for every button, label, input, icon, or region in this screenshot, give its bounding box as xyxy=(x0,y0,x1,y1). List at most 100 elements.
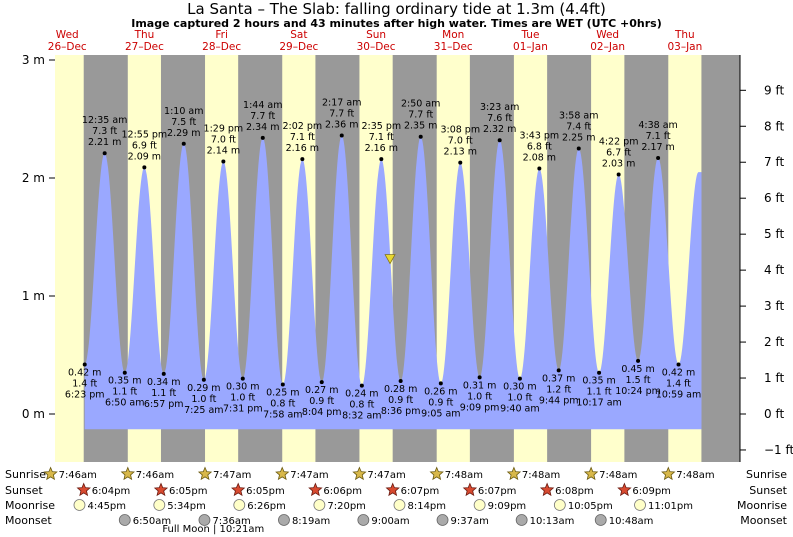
sunrise-time: 7:48am xyxy=(522,470,560,481)
moonrise-icon xyxy=(473,499,486,511)
row-label-sunrise-right: Sunrise xyxy=(746,468,787,481)
tide-label-ft: 7.1 ft xyxy=(369,132,394,143)
tide-label-ft: 7.7 ft xyxy=(250,111,275,122)
tide-label-ft: 1.0 ft xyxy=(230,393,255,404)
tide-point xyxy=(438,381,443,386)
tide-label-m: 0.29 m xyxy=(187,383,220,394)
tide-label-ft: 7.3 ft xyxy=(92,126,117,137)
sunrise-icon xyxy=(661,466,676,481)
tide-label-time: 3:08 pm xyxy=(440,125,480,136)
day-label-date: 01–Jan xyxy=(513,41,548,53)
tide-label-ft: 7.7 ft xyxy=(408,110,433,121)
tide-label-ft: 7.0 ft xyxy=(448,136,473,147)
sunset-icon xyxy=(153,482,169,497)
tide-point xyxy=(676,362,681,367)
tide-point xyxy=(418,134,423,139)
day-label-date: 02–Jan xyxy=(590,41,625,53)
tide-label-m: 2.25 m xyxy=(562,133,595,144)
tide-label-ft: 7.4 ft xyxy=(566,122,591,133)
tide-label-time: 3:58 am xyxy=(559,111,598,122)
tide-label-time: 7:25 am xyxy=(184,405,223,416)
day-label-dow: Thu xyxy=(134,29,155,41)
sunrise-time: 7:47am xyxy=(213,470,251,481)
sunset-time: 6:07pm xyxy=(401,486,440,497)
tide-label-m: 2.16 m xyxy=(286,143,319,154)
moonrise-time: 8:14pm xyxy=(407,501,446,512)
tide-label-m: 2.09 m xyxy=(128,151,161,162)
tide-point xyxy=(339,133,344,138)
moonrise-icon xyxy=(153,499,166,511)
y-left-tick-label: 1 m xyxy=(22,289,45,303)
tide-point xyxy=(181,141,186,146)
day-labels: Wed26–DecThu27–DecFri28–DecSat29–DecSun3… xyxy=(48,29,702,53)
tide-label-time: 6:23 pm xyxy=(65,389,105,400)
sunset-icon xyxy=(539,482,555,497)
current-tide-marker xyxy=(384,254,396,265)
tide-label-ft: 1.0 ft xyxy=(467,391,492,402)
tide-point xyxy=(576,146,581,151)
moonset-time: 9:37am xyxy=(451,516,489,527)
tide-label-ft: 7.1 ft xyxy=(646,131,671,142)
tide-label-time: 4:38 am xyxy=(638,120,677,131)
tide-label-time: 2:02 pm xyxy=(283,121,323,132)
tide-label-ft: 6.7 ft xyxy=(606,147,631,158)
tide-label-m: 0.30 m xyxy=(226,382,259,393)
tide-label-time: 6:57 pm xyxy=(144,399,184,410)
tide-label-ft: 7.5 ft xyxy=(171,117,196,128)
tide-point xyxy=(161,371,166,376)
day-label-dow: Mon xyxy=(442,29,464,41)
tide-point xyxy=(122,370,127,375)
tide-point xyxy=(458,160,463,165)
y-right-tick-label: −1 ft xyxy=(764,443,793,457)
tide-label-m: 0.25 m xyxy=(266,388,299,399)
sunset-time: 6:06pm xyxy=(323,486,362,497)
tide-label-m: 0.30 m xyxy=(503,382,536,393)
tide-label-m: 2.13 m xyxy=(444,147,477,158)
tide-label-time: 2:50 am xyxy=(401,99,440,110)
tide-label-ft: 0.8 ft xyxy=(349,400,374,411)
tide-label-ft: 1.1 ft xyxy=(587,387,612,398)
tide-label-time: 1:29 pm xyxy=(204,123,244,134)
sunset-time: 6:08pm xyxy=(555,486,594,497)
tide-label-ft: 1.1 ft xyxy=(112,387,137,398)
y-left-tick-label: 2 m xyxy=(22,171,45,185)
tide-label-m: 2.36 m xyxy=(325,120,358,131)
tide-label-m: 2.08 m xyxy=(523,153,556,164)
y-right-tick-label: 6 ft xyxy=(764,191,784,205)
tide-label-time: 10:59 am xyxy=(656,389,701,400)
tide-label-m: 2.32 m xyxy=(483,124,516,135)
row-label-sunset-right: Sunset xyxy=(749,484,787,497)
day-label-dow: Thu xyxy=(674,29,695,41)
tide-label-time: 7:31 pm xyxy=(223,404,263,415)
y-right-tick-label: 8 ft xyxy=(764,119,784,133)
tide-point xyxy=(656,155,661,160)
moonrise-time: 9:09pm xyxy=(488,501,527,512)
day-label-dow: Sat xyxy=(290,29,307,41)
day-label-dow: Fri xyxy=(215,29,228,41)
tide-point xyxy=(260,135,265,140)
sunrise-icon xyxy=(583,466,599,481)
tide-label-time: 12:35 am xyxy=(82,115,127,126)
moonset-icon xyxy=(118,514,131,526)
moonrise-time: 11:01pm xyxy=(648,501,693,512)
tide-point xyxy=(636,358,641,363)
tide-label-m: 0.28 m xyxy=(384,384,417,395)
row-label-moonset-right: Moonset xyxy=(740,514,787,527)
day-label-date: 03–Jan xyxy=(667,41,702,53)
day-label-date: 28–Dec xyxy=(202,41,241,53)
tide-point xyxy=(398,378,403,383)
tide-label-ft: 7.7 ft xyxy=(329,109,354,120)
tide-label-time: 3:23 am xyxy=(480,102,519,113)
day-label-date: 29–Dec xyxy=(279,41,318,53)
tide-point xyxy=(280,382,285,387)
sunset-time: 6:04pm xyxy=(92,486,131,497)
moonset-icon xyxy=(198,514,211,526)
sunrise-time: 7:48am xyxy=(445,470,483,481)
tide-point xyxy=(82,362,87,367)
tide-label-ft: 1.4 ft xyxy=(72,378,97,389)
tide-label-ft: 6.8 ft xyxy=(527,142,552,153)
day-label-date: 27–Dec xyxy=(125,41,164,53)
page-title: La Santa – The Slab: falling ordinary ti… xyxy=(187,0,606,18)
